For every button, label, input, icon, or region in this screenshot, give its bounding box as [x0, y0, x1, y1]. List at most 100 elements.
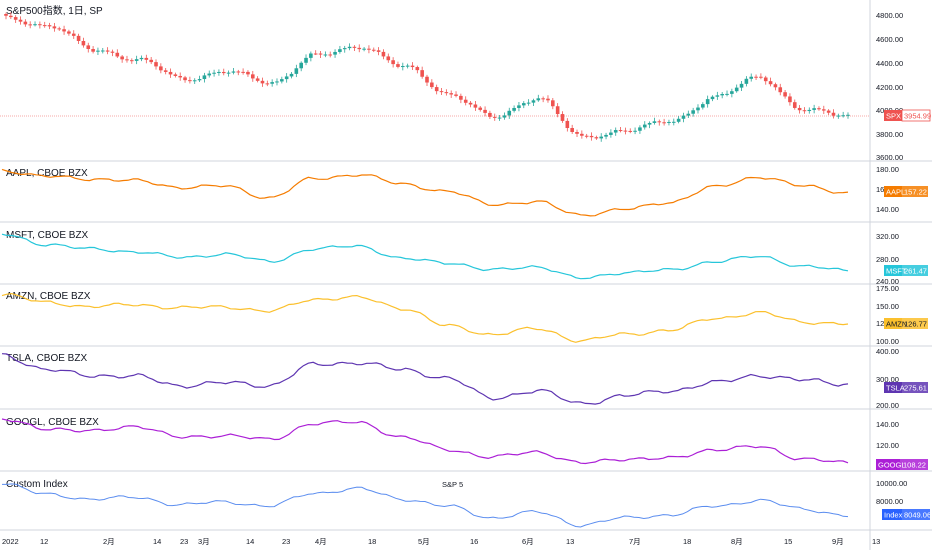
candle [62, 25, 66, 35]
x-tick-sep: 9月 [832, 537, 844, 546]
main-panel-title: S&P500指数, 1日, SP [6, 4, 103, 17]
candle [589, 132, 594, 141]
candle [710, 95, 715, 102]
index-badge-value: 8049.06 [904, 511, 931, 520]
candle [580, 130, 584, 139]
candle [386, 53, 391, 63]
candle [599, 133, 604, 142]
candle [381, 49, 386, 60]
candle [836, 113, 841, 119]
sub-panel-googl: GOOGL, CBOE BZX 140.00 120.00 GOOGL 108.… [1, 417, 928, 470]
candle [130, 58, 134, 64]
candle [33, 21, 37, 27]
candle [401, 62, 405, 71]
candle [686, 110, 691, 118]
candle [280, 76, 284, 84]
candle [96, 47, 100, 55]
candle [584, 133, 589, 139]
candle [759, 73, 763, 80]
amzn-title: AMZN, CBOE BZX [6, 291, 91, 302]
candle [754, 74, 758, 81]
candle [231, 68, 236, 75]
candle [391, 57, 395, 68]
candle [100, 47, 105, 54]
candle [497, 114, 502, 121]
candle [309, 51, 313, 62]
spx-badge-value: 3954.99 [904, 112, 931, 121]
candle [9, 12, 13, 20]
candle [13, 15, 18, 23]
candle [42, 21, 47, 28]
candle [352, 45, 357, 51]
x-axis: 2022 12 2月 14 23 3月 14 23 4月 18 5月 16 6月… [2, 537, 880, 546]
candle [439, 88, 444, 96]
candle [405, 63, 410, 69]
candle [768, 77, 773, 87]
candle [318, 51, 323, 58]
googl-badge: GOOGL 108.22 [876, 459, 928, 470]
candle [715, 91, 720, 100]
tsla-tick-200: 200.00 [876, 401, 899, 410]
candle [541, 96, 545, 103]
msft-badge-value: 261.47 [904, 267, 927, 276]
msft-line [1, 233, 849, 280]
candle [681, 112, 686, 123]
candle [226, 70, 231, 77]
x-tick-23-mar: 23 [282, 537, 290, 546]
candle [299, 61, 303, 72]
candle [725, 90, 729, 97]
candle [265, 80, 270, 87]
candle [734, 84, 739, 93]
candle [662, 118, 666, 126]
candle [115, 49, 120, 58]
tsla-line [1, 353, 849, 405]
amzn-line [1, 292, 849, 343]
candle [221, 68, 226, 76]
candle [159, 63, 163, 74]
candle [434, 84, 439, 95]
candle [555, 103, 560, 118]
candle [52, 22, 57, 32]
candle [120, 54, 124, 63]
candles [4, 12, 850, 142]
candle [246, 70, 250, 77]
y-tick-4600: 4600.00 [876, 35, 903, 44]
candle [826, 109, 831, 116]
y-tick-4200: 4200.00 [876, 83, 903, 92]
candle [304, 54, 308, 66]
y-tick-3800: 3800.00 [876, 130, 903, 139]
candle [173, 72, 178, 78]
candle [134, 55, 139, 65]
amzn-badge: AMZN 126.77 [884, 318, 928, 329]
candle [628, 128, 633, 134]
candle [18, 16, 23, 25]
tsla-badge-symbol: TSLA [886, 384, 905, 393]
index-title: Custom Index [6, 479, 68, 490]
candle [647, 121, 652, 129]
sub-panel-amzn: AMZN, CBOE BZX 175.00 150.00 125.00 100.… [1, 284, 928, 346]
candle [720, 92, 724, 99]
candle [71, 30, 76, 39]
candle [526, 99, 531, 106]
candle [594, 135, 599, 140]
candle [81, 37, 86, 48]
candle [57, 26, 62, 31]
candle [154, 59, 158, 70]
candle [560, 111, 565, 123]
candle [212, 69, 216, 77]
x-tick-18-jul: 18 [683, 537, 691, 546]
candle [367, 45, 371, 54]
main-panel: S&P500指数, 1日, SP 4800.00 4600.00 4400.00… [0, 4, 931, 162]
candle [342, 45, 347, 53]
candle [362, 47, 366, 52]
candle [125, 55, 129, 63]
candle [763, 75, 768, 85]
candle [347, 43, 352, 51]
candle [792, 99, 797, 110]
index-center-label: S&P 5 [442, 480, 463, 489]
amzn-tick-175: 175.00 [876, 284, 899, 293]
candle [333, 49, 337, 58]
candle [67, 29, 71, 36]
index-badge-symbol: Index [884, 511, 903, 520]
